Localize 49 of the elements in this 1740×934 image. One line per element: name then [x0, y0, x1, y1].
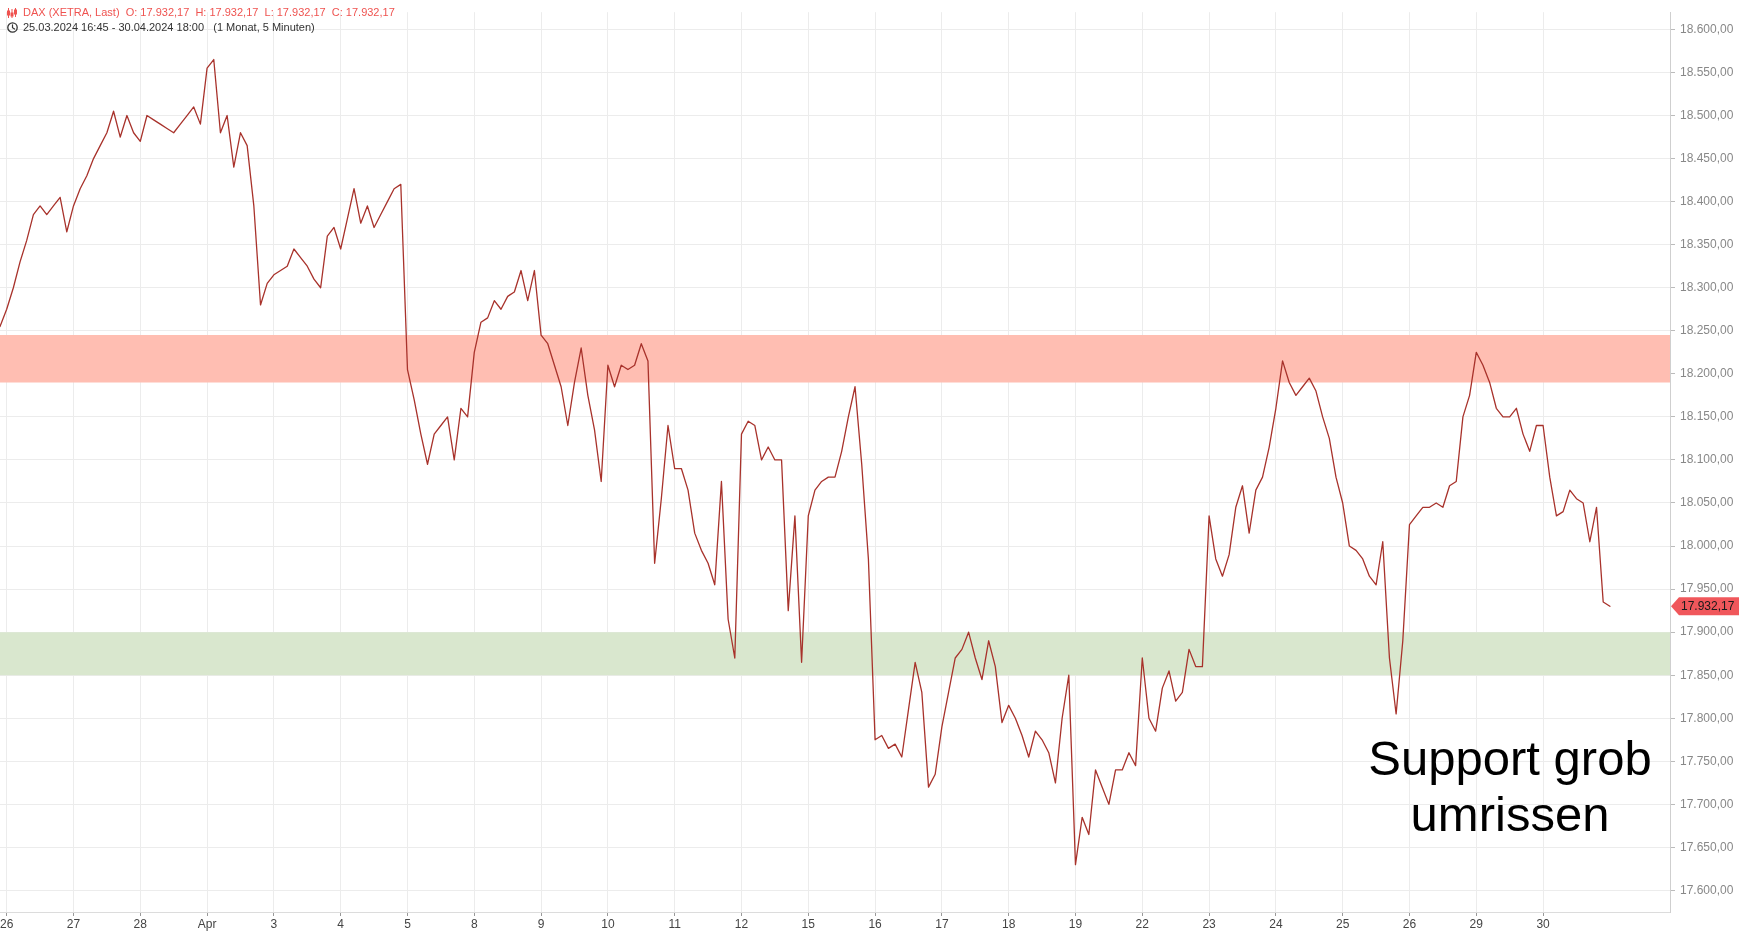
y-tick-label: 18.300,00: [1680, 280, 1734, 295]
y-tick-label: 18.100,00: [1680, 452, 1734, 467]
x-tick-label: 10: [601, 916, 615, 931]
x-tick-label: 26: [1402, 916, 1417, 931]
x-tick-label: 12: [734, 916, 749, 931]
y-tick-label: 18.250,00: [1680, 323, 1734, 338]
y-tick-label: 17.650,00: [1680, 839, 1734, 854]
x-tick-label: 9: [537, 916, 545, 931]
x-tick-label: 25: [1336, 916, 1350, 931]
x-tick-label: 19: [1068, 916, 1083, 931]
x-tick-label: 5: [404, 916, 412, 931]
x-tick-label: 29: [1469, 916, 1484, 931]
y-tick-label: 18.400,00: [1680, 193, 1734, 208]
x-tick-label: 11: [668, 916, 682, 931]
y-tick-label: 18.450,00: [1680, 150, 1734, 165]
y-tick-label: 17.850,00: [1680, 667, 1734, 682]
y-tick-label: 18.150,00: [1680, 409, 1734, 424]
x-tick-label: 3: [270, 916, 278, 931]
x-tick-label: 23: [1202, 916, 1217, 931]
y-tick-label: 17.800,00: [1680, 710, 1734, 725]
x-tick-label: 8: [470, 916, 478, 931]
annotation: Support grob umrissen: [1367, 730, 1653, 842]
y-tick-label: 18.350,00: [1680, 237, 1734, 251]
y-tick-label: 17.700,00: [1680, 796, 1734, 811]
y-tick-label: 18.200,00: [1680, 366, 1734, 381]
y-tick-label: 18.500,00: [1680, 107, 1734, 122]
text: 25.03.2024 16:45 - 30.04.2024 18:00 (1 Monat, 5 Minuten): [23, 21, 315, 34]
x-tick-label: 27: [66, 916, 81, 931]
y-tick-label: 17.750,00: [1680, 753, 1734, 768]
x-tick-label: 30: [1536, 916, 1551, 931]
y-tick-label: 18.000,00: [1680, 538, 1734, 553]
x-tick-label: 15: [801, 916, 816, 931]
y-tick-label: 17.600,00: [1680, 882, 1734, 897]
y-tick-label: 17.950,00: [1680, 581, 1734, 596]
x-tick-label: 28: [133, 916, 148, 931]
y-tick-label: 17.900,00: [1680, 624, 1734, 639]
x-tick-label: 16: [868, 916, 883, 931]
x-tick-label: 22: [1135, 916, 1150, 931]
y-tick-label: 18.550,00: [1680, 64, 1734, 79]
x-tick-label: Apr: [197, 916, 217, 931]
x-tick-label: 17: [935, 916, 949, 931]
text: 17.932,17: [1681, 599, 1735, 614]
y-tick-label: 18.600,00: [1680, 21, 1734, 36]
x-tick-label: 4: [337, 916, 345, 931]
chart-title: DAX (XETRA, Last) O: 17.932,17 H: 17.932,17 L: 17.932,17 C: 17.932,17: [23, 6, 395, 19]
x-tick-label: 26: [0, 916, 14, 931]
x-tick-label: 18: [1002, 916, 1016, 931]
y-tick-label: 18.050,00: [1680, 495, 1734, 510]
x-tick-label: 24: [1269, 916, 1283, 931]
